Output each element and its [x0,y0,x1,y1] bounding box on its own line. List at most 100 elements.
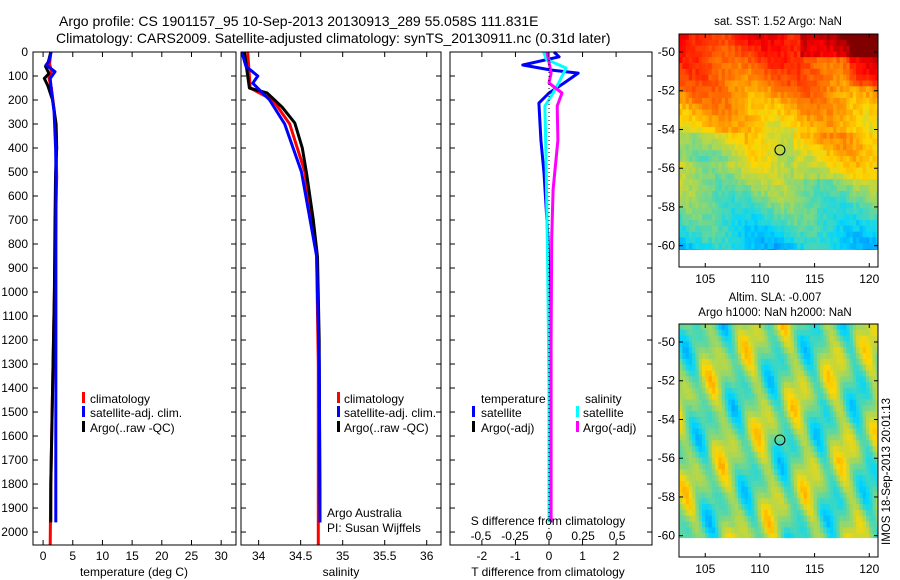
sst-map-title: sat. SST: 1.52 Argo: NaN [714,16,842,28]
map-cell [872,475,877,482]
map-cell [869,243,873,250]
map-cell [718,249,723,250]
map-cell [820,463,824,470]
map-cell [872,185,877,192]
map-cell [849,411,854,418]
map-cell [829,97,834,105]
map-cell [820,63,824,70]
map-cell [761,51,765,58]
y-tick-label: 0 [21,45,28,59]
map-cell [829,393,834,400]
map-cell [692,521,696,528]
map-cell [698,68,703,76]
map-cell [800,492,805,499]
map-cell [731,324,736,331]
map-cell [724,533,729,539]
map-cell [846,405,850,412]
map-cell [744,214,749,221]
map-cell [820,179,824,186]
map-cell [780,127,785,134]
map-cell [731,34,736,41]
map-cell [826,521,831,528]
map-cell [787,185,791,192]
map-cell [702,121,706,128]
map-cell [679,109,683,116]
map-cell [810,335,814,342]
map-cell [787,97,791,105]
map-cell [731,74,736,81]
map-cell [718,515,723,522]
map-cell [875,434,879,441]
map-cell [708,80,713,87]
map-cell [793,219,798,227]
map-cell [843,86,847,93]
map-cell [761,219,765,227]
map-cell [767,190,772,198]
map-cell [688,109,693,116]
map-cell [711,127,716,134]
map-cell [738,533,742,539]
map-cell [875,446,879,453]
map-cell [764,179,768,186]
map-cell [679,405,683,412]
map-cell [698,440,703,447]
map-cell [731,399,736,406]
map-cell [718,393,723,400]
map-cell [872,457,877,464]
map-cell [836,498,841,505]
map-cell [800,358,805,366]
map-cell [708,231,713,238]
map-cell [823,127,827,134]
map-cell [715,399,719,406]
map-cell [816,208,821,215]
map-cell [790,179,795,186]
map-cell [816,190,821,198]
map-cell [731,504,736,511]
map-cell [718,434,723,441]
map-cell [813,498,818,505]
map-cell [757,353,762,360]
map-cell [688,341,693,348]
map-cell [741,341,745,348]
map-cell [780,190,785,198]
map-cell [829,243,834,250]
map-cell [856,399,860,406]
map-cell [866,208,870,215]
map-cell [787,382,791,389]
map-cell [767,364,772,371]
map-cell [846,179,850,186]
map-cell [787,74,791,81]
map-cell [843,68,847,76]
map-cell [790,208,795,215]
map-cell [839,74,844,81]
map-cell [849,167,854,174]
map-cell [744,45,749,52]
map-cell [843,74,847,81]
map-cell [702,364,706,371]
map-cell [862,475,867,482]
map-cell [721,498,726,505]
map-cell [747,358,752,366]
map-cell [770,521,775,528]
map-cell [770,202,775,209]
map-cell [859,190,864,198]
map-cell [836,364,841,371]
map-cell [682,521,686,528]
map-cell [708,405,713,412]
map-cell [761,39,765,46]
map-cell [695,243,700,250]
map-cell [705,376,709,383]
map-cell [692,127,696,134]
map-cell [711,173,716,180]
map-cell [836,173,841,180]
map-cell [738,202,742,209]
map-cell [790,358,795,366]
map-cell [774,179,778,186]
map-cell [705,492,709,499]
map-cell [797,190,801,198]
map-cell [833,364,837,371]
map-cell [774,167,778,174]
map-cell [829,329,834,336]
map-cell [692,434,696,441]
map-cell [843,45,847,52]
